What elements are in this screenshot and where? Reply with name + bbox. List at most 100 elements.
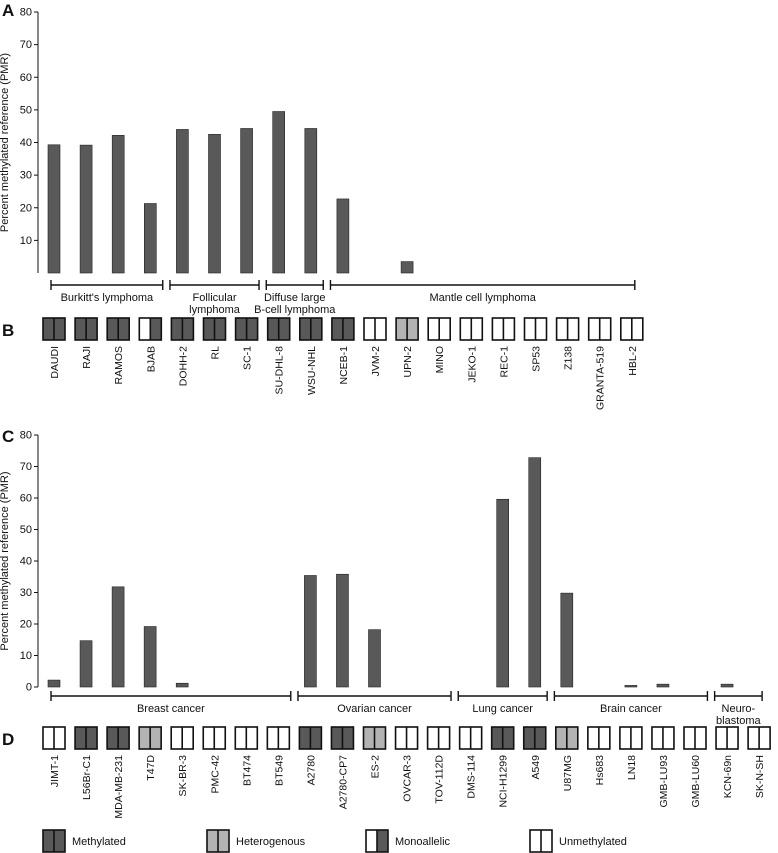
status-box-sc-1	[234, 317, 259, 341]
legend-swatch-monoallelic-left-half	[366, 830, 377, 852]
legend-swatch-heterogenous-left-half	[207, 830, 218, 852]
cell-line-label: L56Br-C1	[81, 755, 93, 800]
status-box-daudi	[42, 317, 66, 341]
chart-panel-c: 0 10 20 30 40 50 60 70 80 Percent methylated refe…	[0, 430, 763, 727]
status-box-bt474-right-half	[246, 727, 258, 749]
bar-nci-h1299	[496, 498, 510, 688]
y-tick-label: 80	[20, 430, 32, 442]
cell-line-label: T47D	[145, 755, 157, 781]
status-box-jimt-1	[42, 726, 66, 750]
panel-label-d: D	[2, 730, 14, 749]
cell-line-label: RL	[210, 346, 222, 360]
status-box-tov-112d	[426, 726, 451, 750]
y-tick-label: 0	[26, 682, 32, 694]
cell-line-label: A2780	[305, 755, 317, 786]
status-box-daudi-left-half	[43, 318, 54, 340]
status-box-t47d	[138, 726, 162, 750]
panel-label-b: B	[2, 321, 14, 340]
status-box-mino-right-half	[439, 318, 451, 340]
bar-rl	[208, 134, 221, 274]
legend-swatch-methylated	[42, 829, 66, 853]
status-box-granta-519-left-half	[588, 318, 600, 340]
group-label-line: Neuro-	[722, 703, 756, 715]
status-box-gmb-lu60-right-half	[695, 727, 706, 749]
cell-line-label: DMS-114	[466, 755, 478, 799]
status-box-sk-n-sh	[747, 726, 771, 750]
chart-panel-a: 10 20 30 40 50 60 70 80 Percent methylated refer…	[0, 7, 636, 316]
status-box-hs683-left-half	[587, 727, 599, 749]
cell-line-label: RAJI	[81, 346, 93, 369]
group-label: Neuro-blastoma	[716, 703, 762, 727]
bar-su-dhl-8	[272, 111, 286, 274]
status-box-z138-right-half	[567, 318, 579, 340]
status-box-gmb-lu60-left-half	[684, 727, 695, 749]
status-box-sk-n-sh-right-half	[759, 727, 771, 749]
status-box-hbl-2-right-half	[631, 318, 643, 340]
cell-line-label: Z138	[563, 346, 575, 370]
status-box-jeko-1-left-half	[460, 318, 472, 340]
status-box-z138-left-half	[556, 318, 568, 340]
bar-t47d	[143, 626, 157, 688]
bar-a2780	[304, 575, 317, 688]
status-box-dohh-2-left-half	[171, 318, 183, 340]
status-box-hs683-right-half	[598, 727, 610, 749]
bar-es-2	[368, 629, 381, 688]
y-tick-label: 30	[20, 170, 32, 182]
status-box-sk-br-3	[170, 726, 194, 750]
status-box-pmc-42-right-half	[214, 727, 226, 749]
status-box-wsu-nhl-left-half	[299, 318, 311, 340]
status-box-rl-right-half	[214, 318, 226, 340]
status-box-jimt-1-left-half	[43, 727, 54, 749]
status-box-granta-519-right-half	[599, 318, 611, 340]
cell-line-label: OVCAR-3	[402, 755, 414, 802]
y-axis-label: Percent methylated reference (PMR)	[0, 471, 11, 650]
status-box-a2780-right-half	[310, 727, 322, 749]
bar-a549	[528, 457, 542, 688]
status-box-u87mg	[554, 726, 579, 750]
status-box-ramos	[106, 317, 130, 341]
status-box-hbl-2	[619, 317, 644, 341]
status-box-upn-2-right-half	[407, 318, 419, 340]
y-axis-label: Percent methylated reference (PMR)	[0, 53, 11, 232]
cell-line-label: REC-1	[498, 346, 510, 378]
status-box-su-dhl-8	[266, 317, 291, 341]
cell-line-label: SP53	[531, 346, 543, 372]
group-label: Diffuse large B-cell lymphoma	[254, 292, 336, 316]
status-box-rec-1	[491, 317, 516, 341]
legend-swatch-monoallelic-right-half	[377, 830, 388, 852]
status-box-a549-left-half	[523, 727, 535, 749]
y-tick-label: 30	[20, 587, 32, 599]
y-tick-label: 60	[20, 493, 32, 505]
status-box-mda-mb-231-left-half	[107, 727, 119, 749]
legend-label-unmethylated: Unmethylated	[559, 836, 627, 848]
y-tick-label: 10	[20, 650, 32, 662]
status-box-gmb-lu93	[651, 726, 675, 750]
group-label-line: Brain cancer	[600, 703, 662, 715]
bar-dohh-2	[176, 129, 189, 274]
status-box-l56br-c1	[74, 726, 98, 750]
status-box-bjab	[138, 317, 163, 341]
status-box-rl-left-half	[203, 318, 215, 340]
status-box-sp53	[523, 317, 548, 341]
cell-line-label: TOV-112D	[434, 755, 446, 804]
legend-swatch-heterogenous	[206, 829, 230, 853]
bar-upn-2	[400, 261, 414, 274]
cell-line-label: PMC-42	[209, 755, 221, 794]
status-box-kcn-69n	[715, 726, 739, 750]
status-box-jvm-2	[363, 317, 387, 341]
status-box-rl	[202, 317, 227, 341]
group-label: Burkitt's lymphoma	[61, 292, 154, 304]
group-label: Brain cancer	[600, 703, 662, 715]
bar-ramos	[111, 135, 125, 274]
status-box-a2780	[298, 726, 323, 750]
status-box-granta-519	[587, 317, 612, 341]
status-box-u87mg-right-half	[566, 727, 578, 749]
status-box-su-dhl-8-left-half	[267, 318, 279, 340]
legend: Methylated Heterogenous Monoallelic Unmethy…	[42, 829, 627, 853]
bar-raji	[79, 144, 93, 274]
status-box-tov-112d-left-half	[427, 727, 439, 749]
group-label-line: Ovarian cancer	[337, 703, 412, 715]
status-box-u87mg-left-half	[555, 727, 567, 749]
bar-gmb-lu93	[656, 683, 670, 688]
status-box-mino	[427, 317, 452, 341]
